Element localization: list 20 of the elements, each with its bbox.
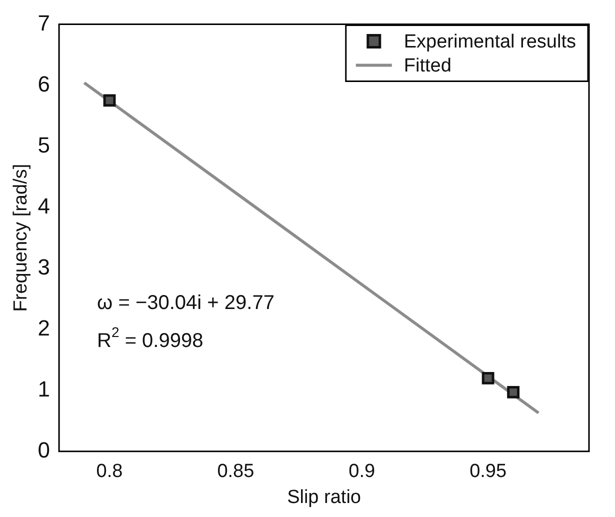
x-tick-label: 0.9 — [348, 461, 376, 482]
y-tick-label: 7 — [38, 10, 50, 36]
annotation: ω = −30.04i + 29.77 — [97, 292, 274, 314]
y-tick-label: 5 — [38, 132, 50, 158]
point — [482, 372, 494, 384]
y-tick-label: 3 — [38, 254, 50, 280]
y-axis-title: Frequency [rad/s] — [10, 164, 32, 312]
y-tick-label: 2 — [38, 315, 50, 340]
point — [103, 94, 116, 107]
x-tick-label: 0.95 — [470, 461, 507, 482]
legend-label: Experimental results — [404, 31, 576, 52]
y-tick-label: 6 — [38, 71, 50, 96]
y-tick-label: 0 — [38, 437, 50, 462]
legend-label: Fitted — [404, 55, 452, 76]
x-tick-label: 0.8 — [96, 461, 123, 482]
point — [507, 386, 520, 398]
y-tick-label: 4 — [38, 193, 50, 218]
x-axis-title: Slip ratio — [287, 486, 361, 508]
x-tick-label: 0.85 — [217, 461, 254, 482]
y-tick-label: 1 — [38, 376, 50, 402]
